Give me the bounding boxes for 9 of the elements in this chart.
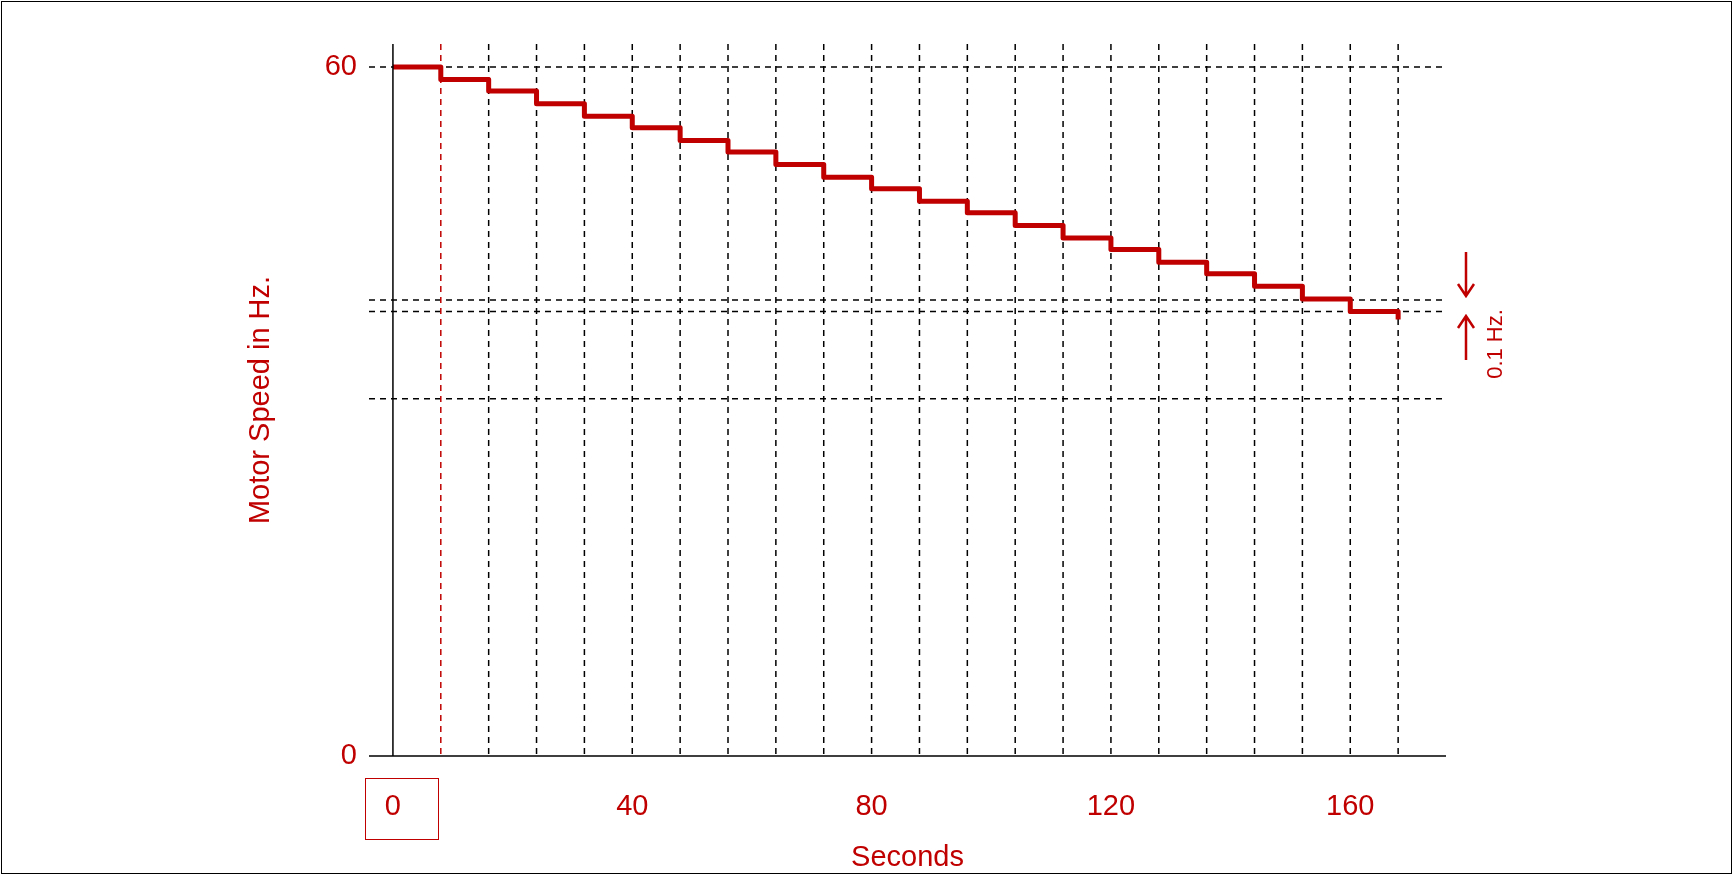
x-tick-label: 40 <box>616 789 649 822</box>
x-tick-label: 80 <box>855 789 888 822</box>
x-tick-label: 120 <box>1086 789 1136 822</box>
text: 0.1 Hz. <box>1482 309 1508 379</box>
y-tick-label: 60 <box>324 48 357 81</box>
x-axis-title: Seconds <box>851 839 964 872</box>
y-axis-title: Motor Speed in Hz. <box>243 275 276 525</box>
x-tick-label: 0 <box>384 789 401 822</box>
x-tick-label: 160 <box>1326 789 1375 822</box>
